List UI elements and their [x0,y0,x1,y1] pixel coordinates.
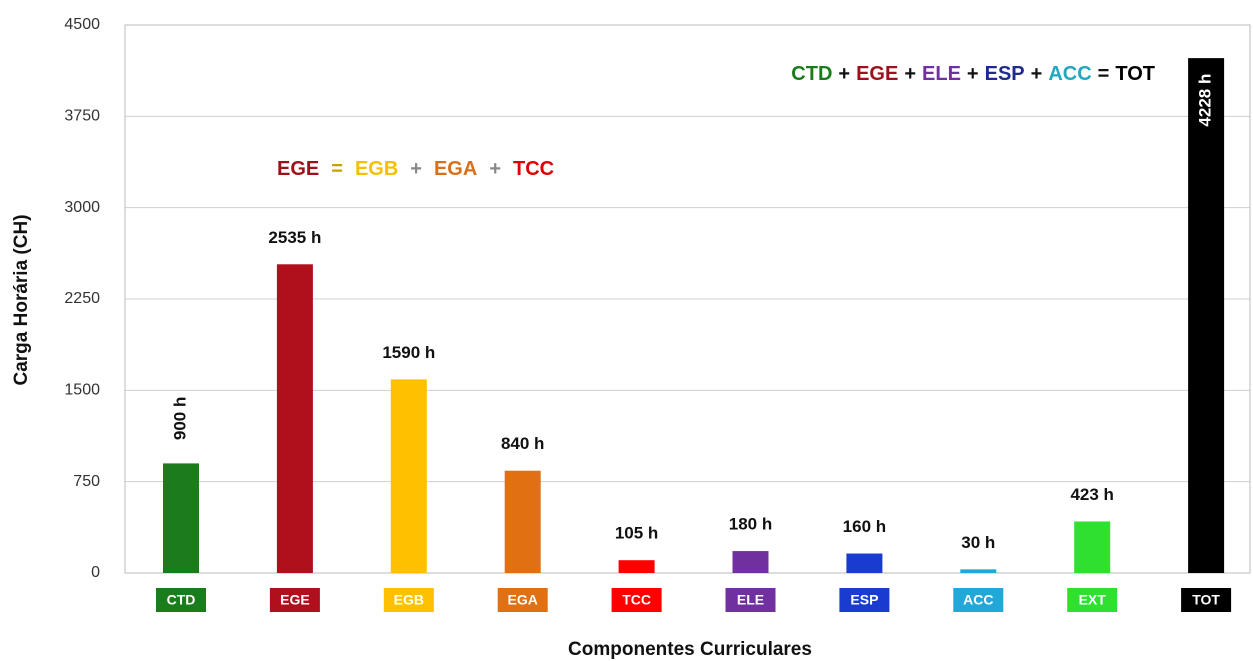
plot-frame [124,24,1251,574]
x-tick-label: ACC [963,592,993,608]
y-tick-label: 3000 [64,199,100,216]
value-label: 1590 h [382,343,435,362]
annotation-part: EGA [434,158,477,180]
annotation-part: TOT [1115,63,1155,85]
bar [276,264,313,573]
annotation-part: + [838,63,850,85]
annotation-part: EGE [856,63,898,85]
annotation-part: ESP [985,63,1025,85]
value-label: 840 h [501,434,544,453]
value-label: 4228 h [1196,74,1215,127]
annotation-part: + [904,63,916,85]
x-tick-label: ELE [737,592,764,608]
annotation-part: + [967,63,979,85]
annotation-part: + [1031,63,1043,85]
annotation-part: + [410,158,422,180]
y-tick-label: 0 [91,564,100,581]
x-axis-title: Componentes Curriculares [568,639,812,660]
annotation-part: CTD [791,63,832,85]
annotation-part: ACC [1048,63,1091,85]
value-label: 900 h [170,397,189,440]
annotation-part: EGB [355,158,398,180]
x-tick-label: EGB [394,592,424,608]
value-label: 105 h [615,524,658,543]
value-label: 30 h [961,533,995,552]
annotation: CTD + EGE + ELE + ESP + ACC = TOT [791,63,1155,85]
bar [846,553,883,573]
value-label: 423 h [1070,485,1113,504]
y-axis-title: Carga Horária (CH) [11,214,32,385]
x-tick-label: ESP [850,592,878,608]
category-box [269,588,320,612]
x-tick-label: EXT [1079,592,1107,608]
category-box [839,588,890,612]
value-label: 180 h [729,515,772,534]
y-tick-label: 4500 [64,16,100,33]
x-tick-label: CTD [167,592,196,608]
value-label: 160 h [843,517,886,536]
category-box [1181,588,1232,612]
y-tick-label: 1500 [64,382,100,399]
category-box [953,588,1004,612]
y-tick-label: 3750 [64,108,100,125]
bar [390,379,427,573]
bar [960,569,997,573]
annotation-part: = [1098,63,1110,85]
category-box [383,588,434,612]
bar [732,551,769,573]
bar [1188,58,1225,574]
category-box [725,588,776,612]
category-box [1067,588,1118,612]
annotation: EGE = EGB + EGA + TCC [277,158,554,180]
bar [504,470,541,573]
x-tick-label: EGA [508,592,538,608]
x-tick-label: TCC [622,592,651,608]
annotation-part: TCC [513,158,554,180]
category-box [611,588,662,612]
annotation-part: = [331,158,343,180]
category-box [156,588,206,612]
category-box [497,588,548,612]
value-label: 2535 h [268,228,321,247]
x-tick-label: EGE [280,592,310,608]
y-tick-label: 2250 [64,290,100,307]
annotation-part: EGE [277,158,319,180]
annotation-part: + [489,158,501,180]
annotation-part: ELE [922,63,961,85]
bar [163,463,199,573]
bar [1074,521,1111,573]
x-tick-label: TOT [1192,592,1220,608]
bar [618,560,655,573]
y-tick-label: 750 [73,473,100,490]
